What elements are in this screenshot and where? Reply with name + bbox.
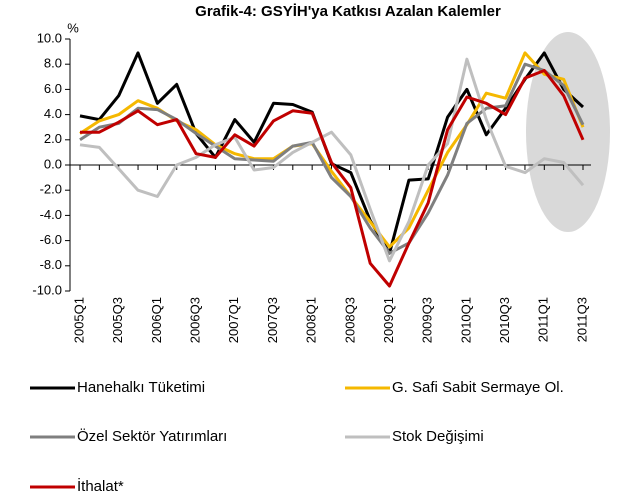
x-tick-label: 2011Q3: [574, 297, 589, 342]
x-tick-label: 2007Q3: [265, 297, 280, 343]
y-tick-label: -8.0: [40, 257, 62, 272]
x-tick-label: 2006Q1: [149, 297, 164, 343]
chart-title: Grafik-4: GSYİH'ya Katkısı Azalan Kaleml…: [195, 3, 501, 20]
x-tick-label: 2011Q1: [536, 297, 551, 342]
legend-label: G. Safi Sabit Sermaye Ol.: [392, 379, 564, 396]
x-tick-label: 2006Q3: [188, 297, 203, 343]
legend-label: Stok Değişimi: [392, 428, 484, 445]
series-line: [79, 57, 585, 263]
x-tick-label: 2009Q3: [420, 297, 435, 343]
x-tick-label: 2005Q1: [71, 297, 86, 343]
x-tick-label: 2007Q1: [226, 297, 241, 343]
series-line: [79, 62, 585, 255]
x-tick-label: 2008Q3: [342, 297, 357, 343]
y-tick-label: 4.0: [44, 106, 62, 121]
x-tick-label: 2005Q3: [110, 297, 125, 343]
y-unit: %: [67, 20, 79, 35]
y-tick-label: 10.0: [37, 30, 62, 45]
series-line: [79, 51, 585, 249]
y-tick-label: -6.0: [40, 232, 62, 247]
y-tick-label: 6.0: [44, 81, 62, 96]
series-line: [80, 69, 585, 288]
highlight-ellipse: [526, 32, 610, 232]
legend-label: Hanehalkı Tüketimi: [77, 379, 205, 396]
y-tick-label: -10.0: [32, 282, 62, 297]
y-tick-label: -2.0: [40, 182, 62, 197]
y-tick-label: 2.0: [44, 131, 62, 146]
x-tick-label: 2010Q3: [497, 297, 512, 343]
legend-label: Özel Sektör Yatırımları: [77, 427, 227, 445]
legend-label: İthalat*: [77, 477, 124, 495]
x-tick-label: 2010Q1: [458, 297, 473, 343]
y-tick-label: -4.0: [40, 207, 62, 222]
x-tick-label: 2008Q1: [304, 297, 319, 343]
y-tick-label: 8.0: [44, 56, 62, 71]
y-tick-label: 0.0: [44, 156, 62, 171]
series-line: [79, 51, 585, 255]
x-tick-label: 2009Q1: [381, 297, 396, 343]
